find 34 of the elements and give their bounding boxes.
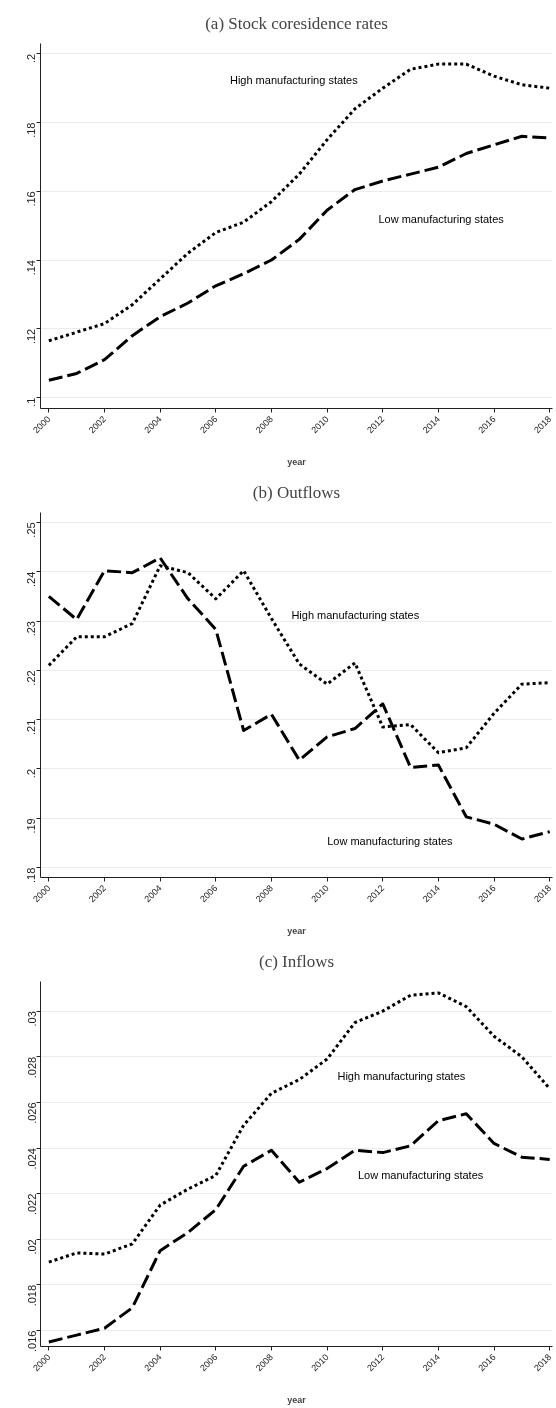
y-tick-label: .25 bbox=[25, 522, 38, 538]
series-label: High manufacturing states bbox=[291, 608, 420, 621]
y-tick-label: .12 bbox=[25, 328, 38, 345]
text: Low manufacturing states bbox=[378, 212, 505, 225]
y-tick-label: .23 bbox=[25, 621, 38, 637]
series-label: High manufacturing states bbox=[337, 1070, 466, 1083]
chart-title: (c) Inflows bbox=[258, 951, 335, 971]
y-tick-label: .2 bbox=[25, 53, 38, 63]
y-tick-label: .14 bbox=[25, 260, 38, 276]
y-tick-label: .19 bbox=[25, 818, 38, 834]
y-tick-label: .2 bbox=[25, 768, 38, 779]
series-label: High manufacturing states bbox=[229, 74, 359, 86]
y-tick-label: .018 bbox=[25, 1284, 38, 1307]
chart-title: (a) Stock coresidence rates bbox=[205, 13, 388, 33]
y-tick-label: .024 bbox=[25, 1148, 38, 1170]
y-tick-label: .028 bbox=[25, 1056, 38, 1079]
x-axis-title: year bbox=[287, 1394, 307, 1405]
y-tick-label: .1 bbox=[25, 397, 38, 407]
y-tick-label: .21 bbox=[25, 719, 38, 735]
y-tick-label: .18 bbox=[25, 122, 38, 138]
y-tick-label: .03 bbox=[25, 1011, 38, 1027]
y-tick-label: .026 bbox=[25, 1102, 38, 1124]
y-tick-label: .18 bbox=[25, 867, 38, 883]
y-tick-label: .24 bbox=[25, 571, 38, 587]
text: Low manufacturing states bbox=[327, 835, 454, 847]
chart-title: (b) Outflows bbox=[252, 482, 341, 502]
y-tick-label: .22 bbox=[25, 670, 38, 686]
x-axis-title: year bbox=[287, 925, 307, 936]
y-tick-label: .016 bbox=[25, 1330, 38, 1352]
x-axis-title: year bbox=[287, 456, 307, 467]
y-tick-label: .02 bbox=[25, 1239, 38, 1255]
y-tick-label: .16 bbox=[25, 191, 38, 207]
y-tick-label: .022 bbox=[25, 1193, 38, 1216]
series-label: Low manufacturing states bbox=[357, 1168, 484, 1181]
